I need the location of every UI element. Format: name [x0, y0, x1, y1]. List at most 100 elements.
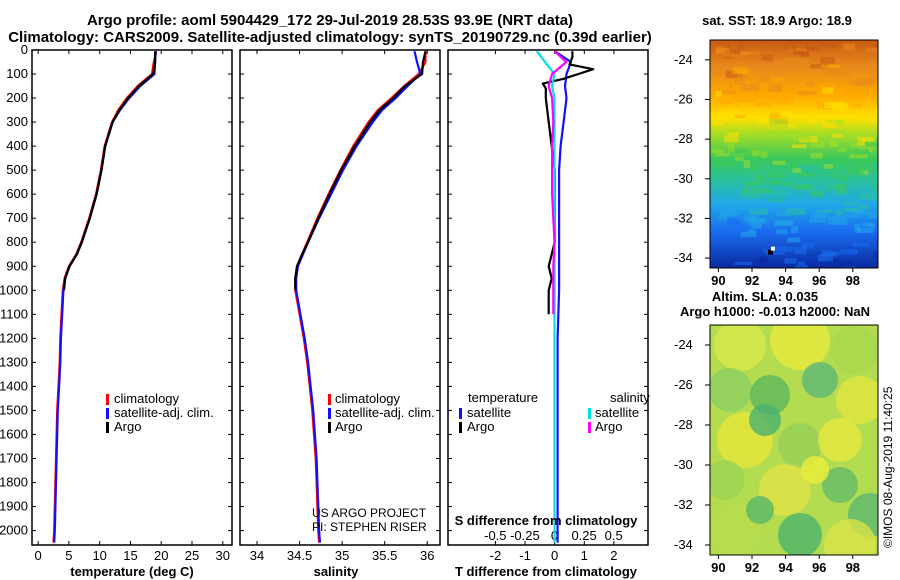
sst-pixel-patch [840, 249, 858, 255]
sst-pixel-patch [759, 75, 770, 82]
x-tick-label: 36 [420, 548, 434, 563]
sst-pixel-patch [780, 181, 794, 186]
sst-pixel-patch [834, 209, 843, 216]
lat-tick-label: -26 [674, 377, 693, 392]
sla-anomaly-blob [802, 362, 838, 398]
legend-salinity-head: salinity [610, 390, 650, 405]
sst-pixel-patch [748, 229, 756, 233]
x-tick-label: 0 [35, 548, 42, 563]
legend-climatology-label: climatology [335, 391, 401, 406]
sst-pixel-patch [719, 98, 733, 105]
sst-pixel-patch [743, 160, 750, 169]
t-difference-xlabel: T difference from climatology [455, 564, 638, 579]
sst-pixel-patch [838, 148, 846, 152]
depth-tick-label: 700 [6, 210, 28, 225]
sst-pixel-patch [735, 148, 749, 153]
legend-sal-argo-label: Argo [595, 419, 622, 434]
sst-pixel-patch [850, 81, 867, 85]
sst-pixel-patch [843, 43, 856, 51]
sst-pixel-patch [827, 218, 848, 225]
sst-pixel-patch [751, 188, 772, 194]
sst-pixel-patch [784, 57, 798, 64]
sla-anomaly-blob [824, 519, 876, 555]
sst-pixel-patch [874, 182, 878, 190]
sst-pixel-patch [753, 101, 773, 107]
sst-pixel-patch [737, 61, 748, 68]
sst-pixel-patch [829, 259, 840, 264]
legend-temp-satellite-swatch [459, 408, 462, 419]
sst-map-title: sat. SST: 18.9 Argo: 18.9 [702, 13, 852, 28]
sst-pixel-patch [773, 60, 784, 64]
series-temperature-satellite [554, 50, 573, 543]
depth-tick-label: 100 [6, 66, 28, 81]
legend-temp-argo-swatch [459, 422, 462, 433]
x-tick-label: 25 [185, 548, 199, 563]
sla-lat-axis: -24 -26 -28 -30 -32 -34 [674, 337, 710, 552]
sst-pixel-patch [822, 121, 837, 128]
lat-tick-label: -34 [674, 250, 693, 265]
depth-tick-label: 400 [6, 138, 28, 153]
x-tick-label: -1 [519, 548, 531, 563]
sla-anomaly-blob [836, 376, 878, 424]
depth-tick-label: 0 [21, 42, 28, 57]
sst-pixel-patch [837, 87, 854, 94]
x-tick-label: 15 [123, 548, 137, 563]
sst-pixel-patch [853, 160, 863, 168]
sst-pixel-patch [819, 41, 829, 47]
depth-tick-label: 300 [6, 114, 28, 129]
lon-tick-label: 94 [778, 273, 793, 288]
series-satellite-adj-clim- [53, 51, 157, 543]
sst-pixel-patch [747, 67, 767, 74]
x2-tick-label: -0.5 [484, 528, 506, 543]
sst-pixel-patch [772, 160, 786, 166]
sst-pixel-patch [875, 210, 878, 214]
series-temperature-argo [541, 51, 595, 315]
x-tick-label: 20 [154, 548, 168, 563]
lat-tick-label: -30 [674, 171, 693, 186]
sst-pixel-patch [864, 78, 878, 84]
lat-tick-label: -26 [674, 91, 693, 106]
sst-pixel-patch [813, 210, 828, 219]
sst-pixel-patch [749, 164, 758, 172]
sst-pixel-patch [876, 190, 878, 194]
difference-legend: temperature salinity satellite Argo sate… [459, 390, 650, 434]
sst-pixel-patch [720, 209, 734, 217]
sst-pixel-patch [759, 256, 767, 262]
sst-pixel-patch [739, 83, 759, 92]
sst-pixel-patch [774, 221, 794, 225]
legend-sal-satellite-label: satellite [595, 405, 639, 420]
sst-pixel-patch [748, 183, 768, 189]
sst-pixel-patch [756, 118, 774, 125]
sst-pixel-patch [838, 175, 849, 182]
series-climatology [294, 51, 427, 543]
sst-pixel-patch [862, 162, 873, 169]
sst-pixel-patch [750, 204, 762, 212]
lat-tick-label: -28 [674, 131, 693, 146]
sst-pixel-patch [828, 43, 837, 48]
title-line-2: Climatology: CARS2009. Satellite-adjuste… [8, 29, 652, 46]
lat-tick-label: -24 [674, 337, 693, 352]
depth-tick-label: 1100 [0, 306, 28, 321]
sst-map: sat. SST: 18.9 Argo: 18.9 -24 -26 -28 -30 -3… [674, 13, 879, 288]
sst-map-frame [709, 39, 879, 269]
sst-pixel-patch [810, 140, 825, 148]
x2-tick-label: 0.5 [605, 528, 623, 543]
sst-pixel-patch [829, 216, 845, 220]
lat-tick-label: -32 [674, 497, 693, 512]
lat-tick-label: -30 [674, 457, 693, 472]
sst-pixel-patch [843, 207, 859, 212]
depth-tick-label: 200 [6, 90, 28, 105]
sst-pixel-patch [846, 168, 865, 175]
sst-pixel-patch [751, 150, 760, 157]
series-satellite-adj-clim- [295, 50, 422, 543]
sst-pixel-patch [775, 211, 789, 217]
sst-pixel-patch [829, 251, 837, 257]
sst-pixel-patch [854, 223, 861, 232]
depth-tick-label: 500 [6, 162, 28, 177]
lon-tick-label: 90 [711, 560, 725, 575]
sst-pixel-patch [816, 82, 826, 91]
sst-pixel-patch [872, 251, 878, 258]
sst-pixel-patch [791, 144, 807, 148]
profile-location-marker [767, 246, 775, 255]
depth-tick-label: 2000 [0, 523, 28, 538]
